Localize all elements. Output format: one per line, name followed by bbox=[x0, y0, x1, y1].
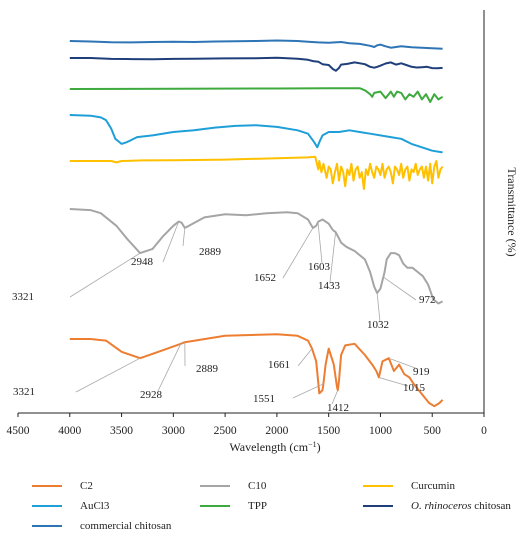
series-line-o-rhinoceros-chitosan bbox=[70, 58, 443, 71]
peak-label: 1652 bbox=[254, 272, 276, 284]
peak-label: 1015 bbox=[403, 382, 426, 394]
x-axis-label: Wavelength (cm−1) bbox=[229, 440, 320, 455]
chart-frame bbox=[18, 10, 484, 413]
peak-leader-line bbox=[70, 253, 140, 297]
peak-label: 1603 bbox=[308, 261, 331, 273]
x-tick-label: 4500 bbox=[7, 425, 30, 437]
peak-label: 1433 bbox=[318, 280, 341, 292]
series-line-commercial-chitosan bbox=[70, 41, 443, 49]
x-tick-label: 1000 bbox=[369, 425, 392, 437]
y-axis-label: Transmittance (%) bbox=[505, 167, 519, 256]
series-line-curcumin bbox=[70, 157, 443, 189]
peak-label: 1661 bbox=[268, 359, 290, 371]
peak-leader-line bbox=[183, 228, 185, 246]
series-layer bbox=[70, 41, 443, 407]
peak-label: 2948 bbox=[131, 256, 154, 268]
peak-label: 2889 bbox=[199, 246, 222, 258]
annotation-layer: 3321 2928 2889 1661 1551 1412 1015 919 3321 2948 2… bbox=[12, 222, 436, 414]
series-line-c10 bbox=[70, 209, 443, 304]
peak-leader-line bbox=[76, 358, 140, 392]
peak-leader-line bbox=[298, 349, 312, 366]
x-tick-label: 2500 bbox=[214, 425, 237, 437]
x-tick-label: 3000 bbox=[162, 425, 185, 437]
series-line-aucl3 bbox=[70, 115, 443, 152]
x-tick-label: 4000 bbox=[58, 425, 81, 437]
peak-label: 1412 bbox=[327, 402, 349, 414]
peak-leader-line bbox=[377, 293, 380, 322]
peak-label: 3321 bbox=[13, 386, 35, 398]
peak-label: 3321 bbox=[12, 291, 34, 303]
x-tick-label: 0 bbox=[481, 425, 487, 437]
peak-label: 2889 bbox=[196, 363, 219, 375]
peak-label: 972 bbox=[419, 294, 436, 306]
peak-leader-line bbox=[318, 222, 322, 263]
peak-leader-line bbox=[330, 232, 336, 282]
x-tick-label: 1500 bbox=[317, 425, 340, 437]
series-line-tpp bbox=[70, 88, 443, 102]
x-tick-label: 2000 bbox=[265, 425, 288, 437]
peak-label: 2928 bbox=[140, 389, 163, 401]
peak-label: 919 bbox=[413, 366, 430, 378]
peak-label: 1551 bbox=[253, 393, 275, 405]
x-axis: 4500 4000 3500 3000 2500 2000 1500 1000 500 0 bbox=[7, 413, 488, 437]
x-tick-label: 3500 bbox=[110, 425, 133, 437]
peak-leader-line bbox=[383, 277, 416, 300]
x-tick-label: 500 bbox=[424, 425, 442, 437]
peak-label: 1032 bbox=[367, 319, 389, 331]
